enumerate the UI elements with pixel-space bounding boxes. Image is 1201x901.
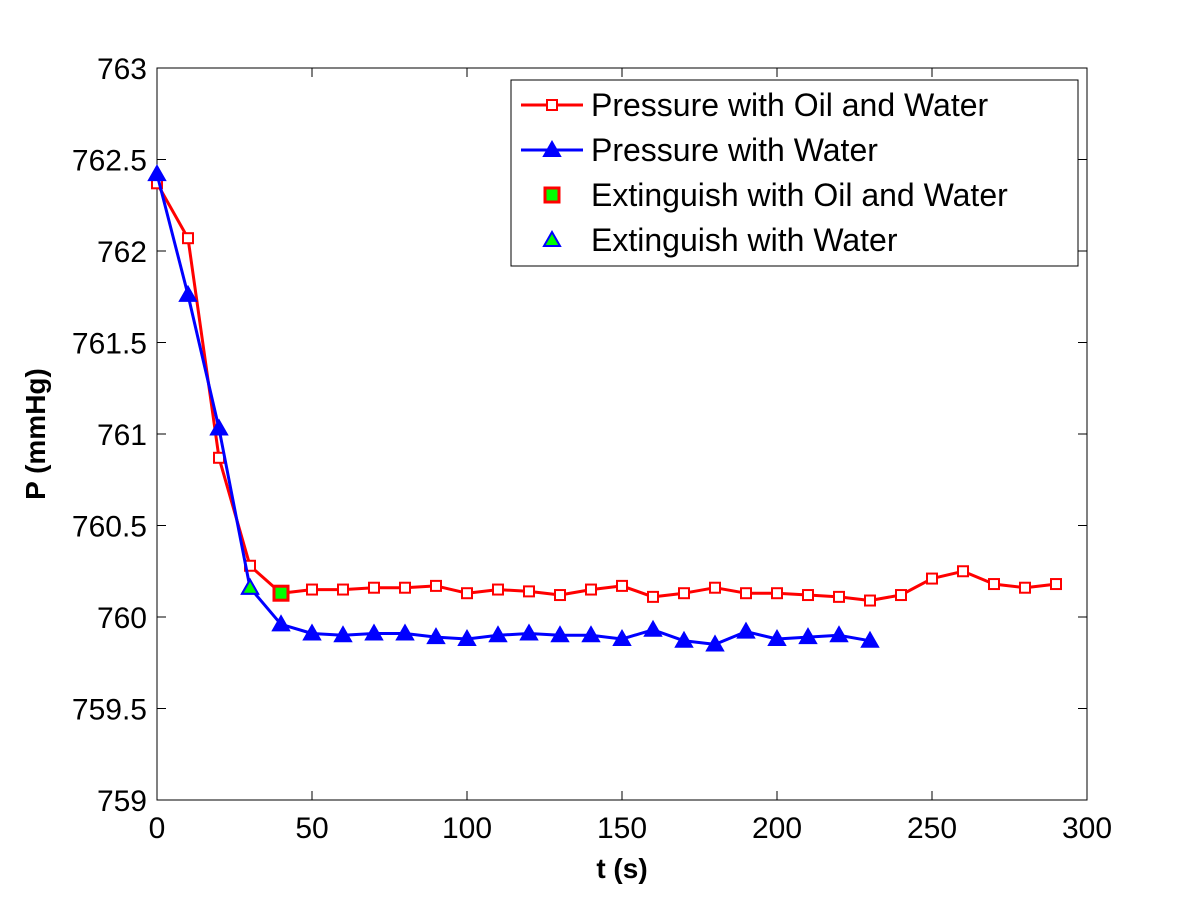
data-point xyxy=(678,587,690,600)
data-point xyxy=(426,627,446,645)
x-tick-label: 0 xyxy=(149,812,166,845)
legend-item-2: Extinguish with Oil and Water xyxy=(543,177,1008,213)
legend-item-0: Pressure with Oil and Water xyxy=(521,87,989,123)
data-point xyxy=(771,587,783,600)
data-point xyxy=(306,583,318,596)
y-tick-label: 763 xyxy=(97,53,147,86)
data-point xyxy=(182,232,194,245)
data-point xyxy=(272,584,290,602)
x-tick-label: 150 xyxy=(597,812,647,845)
data-point xyxy=(523,585,535,598)
y-tick-label: 760 xyxy=(97,602,147,635)
data-point xyxy=(461,587,473,600)
y-tick-label: 762.5 xyxy=(72,145,147,178)
data-point xyxy=(550,625,570,643)
data-point xyxy=(395,623,415,641)
data-point xyxy=(864,594,876,607)
data-point xyxy=(430,579,442,592)
data-point xyxy=(833,590,845,603)
data-point xyxy=(957,565,969,578)
y-tick-label: 762 xyxy=(97,236,147,269)
data-point xyxy=(829,625,849,643)
y-axis-title: P (mmHg) xyxy=(20,368,51,500)
x-tick-label: 200 xyxy=(752,812,802,845)
series-2 xyxy=(272,584,290,602)
data-point xyxy=(643,619,663,637)
legend-label: Extinguish with Oil and Water xyxy=(591,177,1008,213)
data-point xyxy=(271,614,291,632)
data-point xyxy=(240,577,260,595)
data-point xyxy=(178,284,198,302)
legend: Pressure with Oil and Water Pressure with… xyxy=(510,79,1079,267)
data-point xyxy=(1019,581,1031,594)
data-point xyxy=(581,625,601,643)
legend-marker xyxy=(542,229,562,247)
data-point xyxy=(585,583,597,596)
data-point xyxy=(709,581,721,594)
data-point xyxy=(616,579,628,592)
data-point xyxy=(488,625,508,643)
y-tick-label: 759 xyxy=(97,785,147,818)
data-point xyxy=(860,630,880,648)
legend-item-1: Pressure with Water xyxy=(521,132,878,168)
data-point xyxy=(147,164,167,182)
data-point xyxy=(457,628,477,646)
data-point xyxy=(802,589,814,602)
data-point xyxy=(926,572,938,585)
data-point xyxy=(1050,578,1062,591)
legend-marker xyxy=(542,139,562,157)
data-point xyxy=(647,590,659,603)
data-point xyxy=(399,581,411,594)
x-tick-label: 100 xyxy=(442,812,492,845)
data-point xyxy=(492,583,504,596)
data-point xyxy=(798,627,818,645)
series-0 xyxy=(151,177,1062,607)
legend-label: Pressure with Water xyxy=(591,132,878,168)
data-point xyxy=(736,621,756,639)
data-point xyxy=(554,589,566,602)
y-tick-label: 760.5 xyxy=(72,511,147,544)
legend-box xyxy=(510,79,1079,267)
axis-ticks: 0 50 100 150 200 250 300 759 759.5 760 760.5 761 761… xyxy=(72,53,1112,845)
x-axis-title: t (s) xyxy=(596,853,647,884)
series-3 xyxy=(240,577,260,595)
data-point xyxy=(368,581,380,594)
x-tick-label: 50 xyxy=(295,812,328,845)
legend-item-3: Extinguish with Water xyxy=(542,222,898,258)
data-point xyxy=(364,623,384,641)
series-group xyxy=(147,164,1062,652)
series-1 xyxy=(147,164,880,652)
x-tick-label: 300 xyxy=(1062,812,1112,845)
data-point xyxy=(895,589,907,602)
x-tick-label: 250 xyxy=(907,812,957,845)
y-tick-label: 761 xyxy=(97,419,147,452)
data-point xyxy=(740,587,752,600)
data-point xyxy=(337,583,349,596)
data-point xyxy=(988,578,1000,591)
legend-marker xyxy=(543,186,561,204)
data-point xyxy=(767,628,787,646)
data-point xyxy=(705,634,725,652)
y-tick-label: 759.5 xyxy=(72,694,147,727)
legend-label: Pressure with Oil and Water xyxy=(591,87,989,123)
data-point xyxy=(333,625,353,643)
data-point xyxy=(674,630,694,648)
data-point xyxy=(519,623,539,641)
legend-marker xyxy=(546,99,558,111)
data-point xyxy=(612,628,632,646)
data-point xyxy=(302,623,322,641)
data-point xyxy=(209,418,229,436)
legend-label: Extinguish with Water xyxy=(591,222,898,258)
y-tick-label: 761.5 xyxy=(72,328,147,361)
